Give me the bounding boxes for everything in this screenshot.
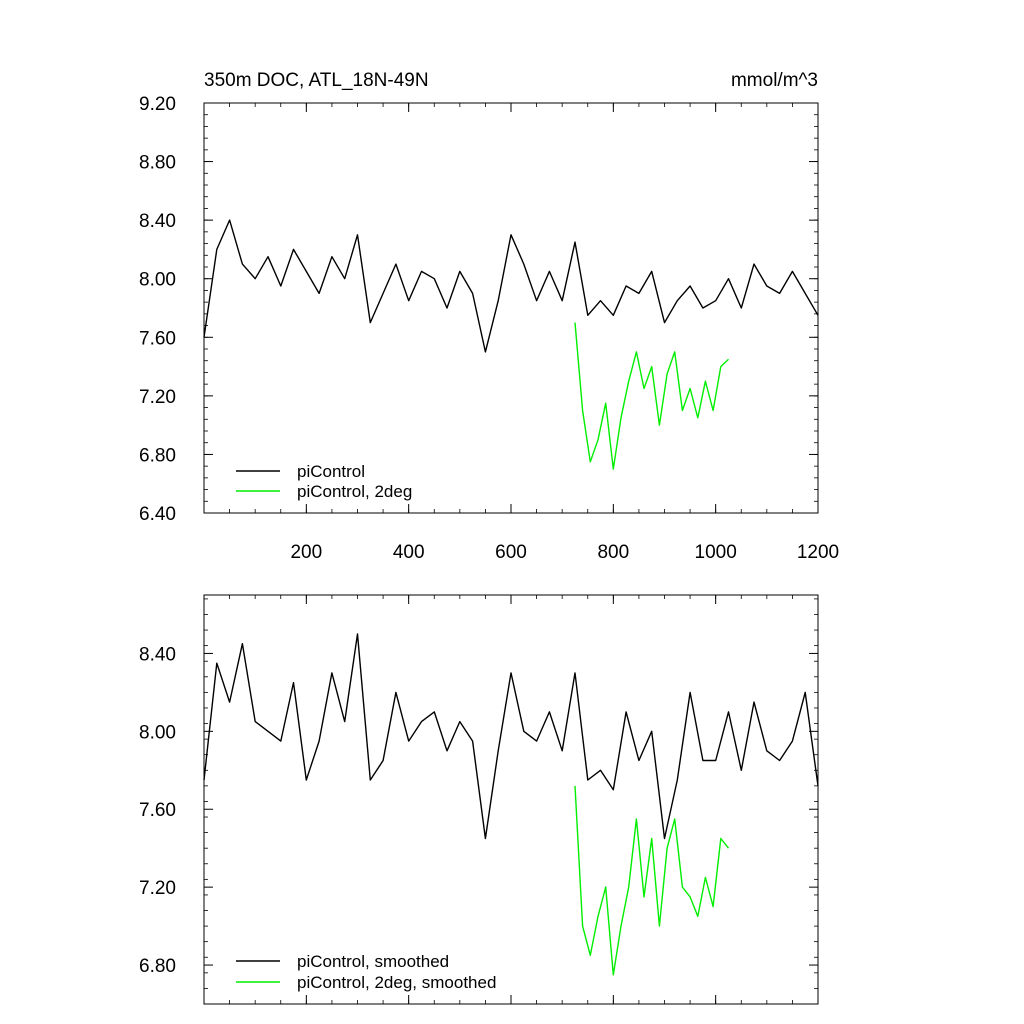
plot-lines [203,219,819,470]
x-tick-label: 200 [290,542,322,563]
y-tick-label: 8.40 [139,644,176,665]
plot-frame [203,102,819,514]
series-line-0 [203,219,819,353]
series-line-1 [574,785,730,976]
y-tick-label: 7.20 [139,387,176,408]
series-line-0 [203,633,819,840]
plot-lines [203,633,819,976]
top-panel: 350m DOC, ATL_18N-49N mmol/m^3 6.40 6.80 7… [139,70,839,563]
y-axis: 6.80 7.20 7.60 8.00 8.40 [139,598,818,1005]
x-tick-label: 1200 [797,542,839,563]
chart-title: 350m DOC, ATL_18N-49N [204,70,429,91]
y-tick-label: 8.00 [139,722,176,743]
legend-label-picontrol-2deg: piControl, 2deg [297,482,412,501]
y-tick-label: 8.00 [139,270,176,291]
y-tick-label: 6.80 [139,956,176,977]
units-label: mmol/m^3 [731,70,818,91]
legend: piControl piControl, 2deg [236,462,412,501]
y-tick-label: 9.20 [139,94,176,115]
plot-frame [203,594,819,1005]
x-tick-label: 600 [495,542,527,563]
x-tick-label: 1000 [695,542,737,563]
y-tick-label: 7.60 [139,328,176,349]
y-tick-label: 8.80 [139,153,176,174]
y-tick-label: 6.80 [139,445,176,466]
x-tick-label: 800 [597,542,629,563]
y-tick-label: 8.40 [139,211,176,232]
y-axis: 6.40 6.80 7.20 7.60 8.00 8.40 8.80 9.20 [139,94,818,525]
x-axis [229,595,819,1004]
y-tick-label: 7.60 [139,800,176,821]
legend-label-picontrol-smoothed: piControl, smoothed [297,952,449,971]
x-axis: 200 400 600 800 1000 1200 [229,103,839,563]
y-tick-label: 7.20 [139,878,176,899]
legend-label-picontrol-2deg-smoothed: piControl, 2deg, smoothed [297,973,496,992]
bottom-panel: 6.80 7.20 7.60 8.00 8.40 piControl, smoothed… [139,594,819,1005]
y-tick-label: 6.40 [139,504,176,525]
legend: piControl, smoothed piControl, 2deg, smo… [236,952,496,992]
legend-label-picontrol: piControl [297,462,365,481]
series-line-1 [574,322,729,470]
x-tick-label: 400 [393,542,425,563]
